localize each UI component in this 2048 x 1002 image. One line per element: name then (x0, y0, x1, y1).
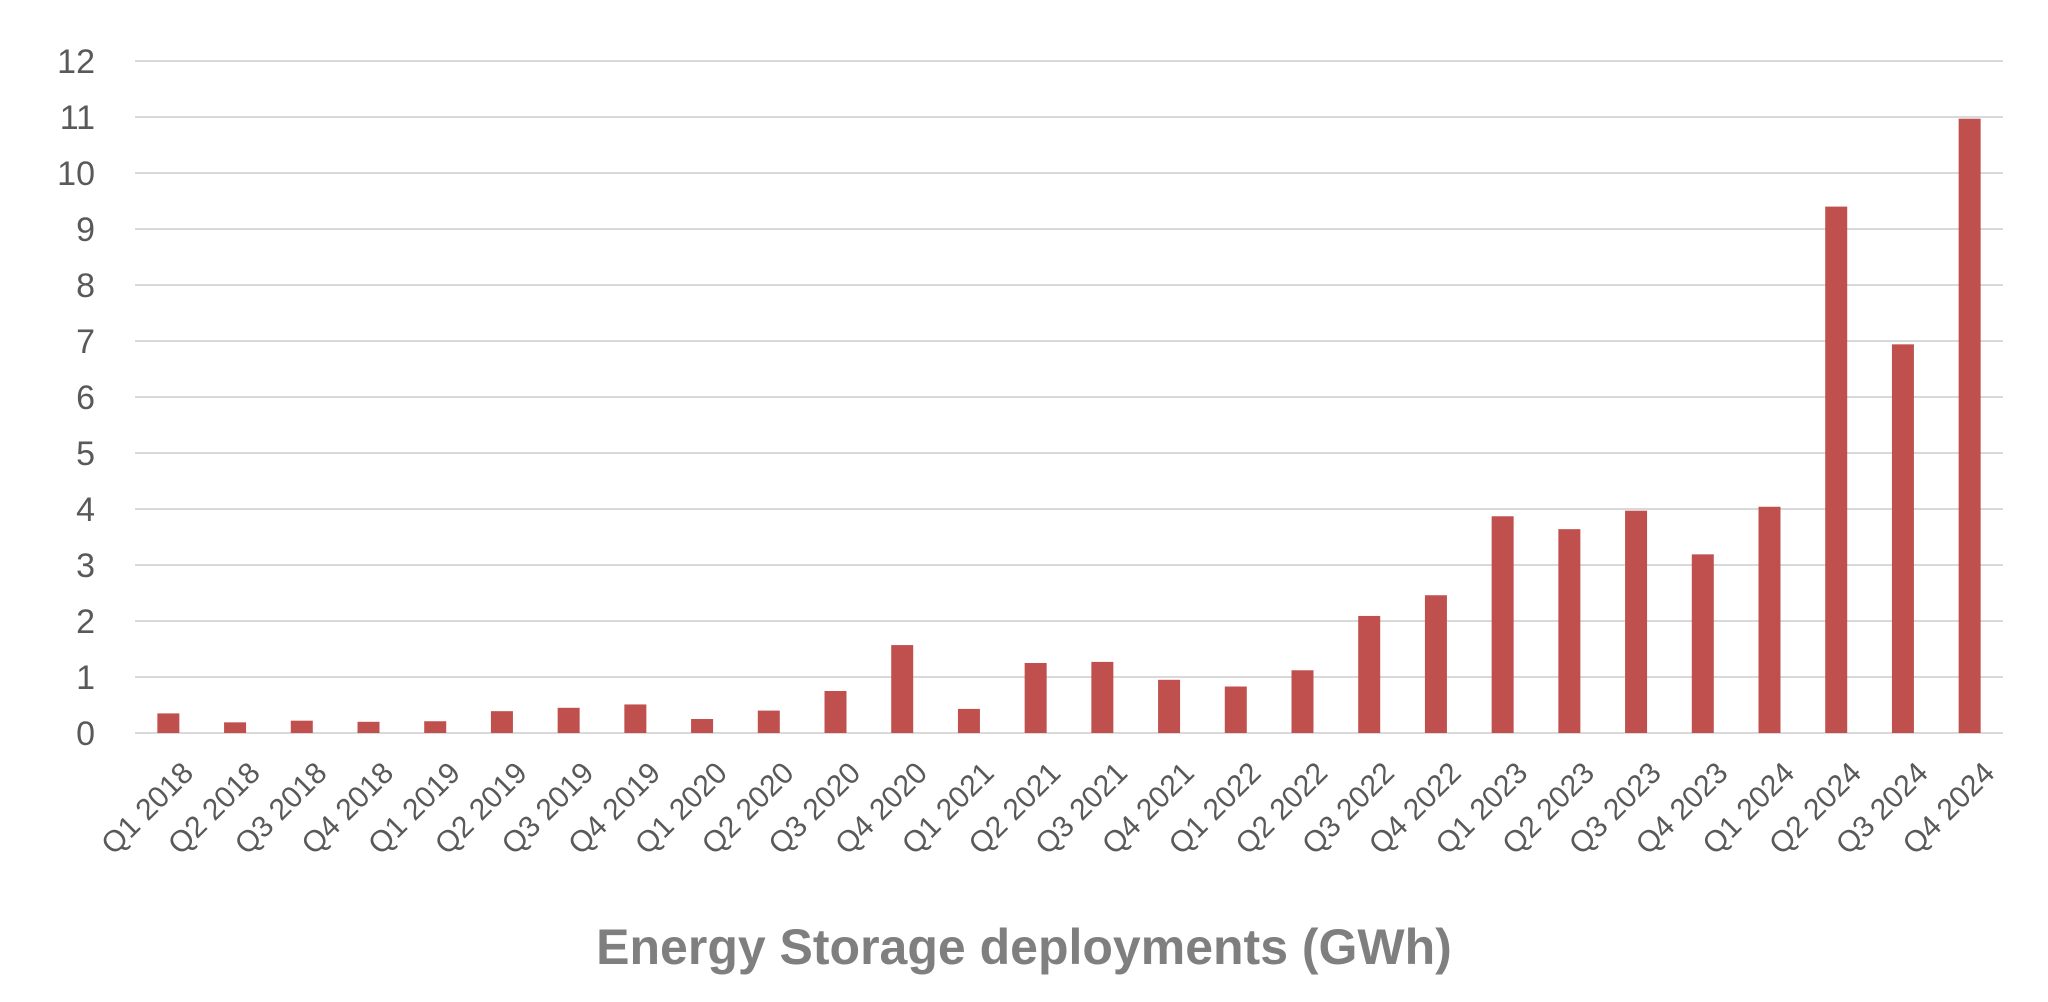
y-tick-label: 7 (76, 323, 95, 361)
bar (1825, 206, 1848, 734)
bar (824, 691, 847, 733)
y-tick-label: 10 (57, 155, 95, 193)
bar (290, 720, 313, 733)
y-tick-label: 9 (76, 211, 95, 249)
bar (1558, 529, 1581, 733)
y-tick-label: 2 (76, 603, 95, 641)
bar (1424, 595, 1447, 733)
bar (1358, 615, 1381, 733)
y-tick-label: 12 (57, 43, 95, 81)
bar (157, 713, 180, 733)
bar (224, 722, 247, 733)
bars (157, 118, 1981, 734)
bar (1491, 516, 1514, 733)
y-tick-label: 8 (76, 267, 95, 305)
bar (490, 711, 513, 733)
bar (1224, 686, 1247, 733)
y-tick-label: 5 (76, 435, 95, 473)
y-tick-label: 4 (76, 491, 95, 529)
bar (1891, 344, 1914, 733)
y-tick-label: 6 (76, 379, 95, 417)
bar (691, 719, 714, 733)
gridlines (135, 60, 2003, 734)
bar (624, 704, 647, 733)
bar (1091, 661, 1114, 733)
bar (1625, 510, 1648, 733)
bar (891, 645, 914, 733)
bar (1691, 554, 1714, 733)
chart-title: Energy Storage deployments (GWh) (596, 919, 1452, 975)
y-tick-label: 3 (76, 547, 95, 585)
bar (1024, 663, 1047, 733)
bar (1958, 118, 1981, 734)
y-tick-label: 11 (60, 99, 95, 137)
bar (1758, 506, 1781, 733)
y-tick-label: 0 (76, 715, 95, 753)
bar (957, 708, 980, 733)
y-tick-label: 1 (76, 659, 95, 697)
bar (1291, 670, 1314, 733)
bar (757, 710, 780, 733)
bar (557, 707, 580, 733)
bar (357, 721, 380, 733)
bar (1158, 679, 1181, 733)
bar (424, 721, 447, 733)
